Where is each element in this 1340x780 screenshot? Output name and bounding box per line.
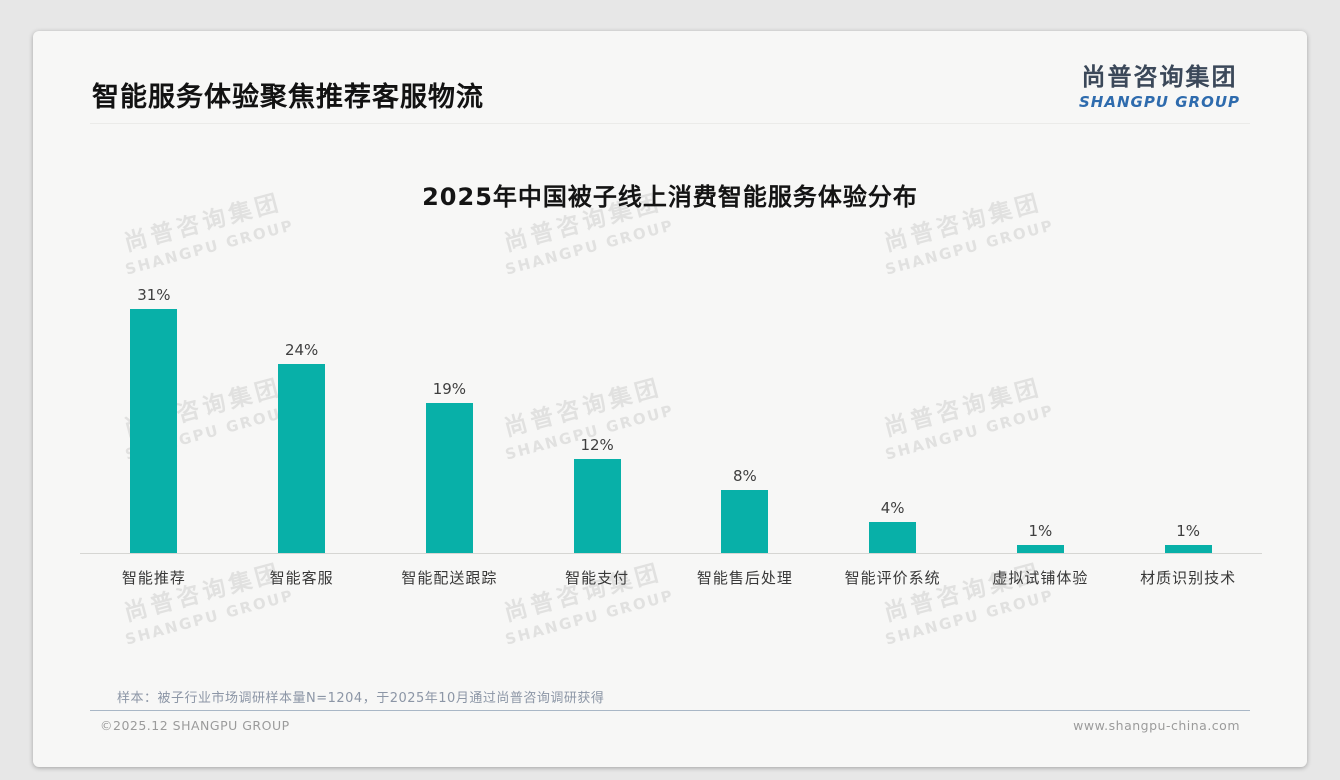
x-axis-labels: 智能推荐 智能客服 智能配送跟踪 智能支付 智能售后处理 智能评价系统 虚拟试铺体验 材质识别… (80, 567, 1262, 588)
bar (573, 459, 621, 553)
logo-en-text: SHANGPU GROUP (1078, 93, 1240, 111)
bar (721, 490, 769, 553)
bar-value-label: 24% (284, 341, 319, 359)
watermark: 尚普咨询集团 SHANGPU GROUP (881, 559, 1057, 649)
watermark: 尚普咨询集团 SHANGPU GROUP (501, 559, 677, 649)
bar-chart: 31% 24% 19% 12% 8% 4% 1% 1% (80, 253, 1262, 553)
website-url: www.shangpu-china.com (1073, 718, 1240, 733)
bar-slot: 12% (523, 253, 671, 553)
sample-footnote: 样本：被子行业市场调研样本量N=1204，于2025年10月通过尚普咨询调研获得 (117, 691, 605, 706)
x-axis-label: 智能评价系统 (844, 569, 941, 587)
bar-value-label: 1% (1028, 522, 1053, 540)
bar-slot: 1% (1114, 253, 1262, 553)
header-divider (90, 123, 1250, 124)
x-axis-label: 智能售后处理 (696, 569, 793, 587)
page-title: 智能服务体验聚焦推荐客服物流 (92, 82, 484, 113)
bar-value-label: 19% (432, 380, 467, 398)
logo-cn-text: 尚普咨询集团 (1081, 63, 1238, 91)
slide-card: 尚普咨询集团 SHANGPU GROUP 尚普咨询集团 SHANGPU GROUP 尚普… (33, 31, 1307, 767)
bar (1164, 545, 1212, 553)
x-axis-label: 虚拟试铺体验 (992, 569, 1089, 587)
bar (1016, 545, 1064, 553)
copyright-text: ©2025.12 SHANGPU GROUP (100, 718, 290, 733)
bar-value-label: 4% (880, 499, 905, 517)
company-logo: 尚普咨询集团 SHANGPU GROUP (1079, 57, 1240, 111)
x-axis-label: 智能推荐 (121, 569, 186, 587)
bar (869, 522, 917, 553)
bar (278, 364, 326, 553)
bar-slot: 1% (967, 253, 1115, 553)
x-axis-line (80, 553, 1262, 554)
x-axis-label: 材质识别技术 (1140, 569, 1237, 587)
bar-value-label: 8% (732, 467, 757, 485)
x-axis-label: 智能客服 (269, 569, 334, 587)
bar-value-label: 12% (580, 436, 614, 454)
chart-title: 2025年中国被子线上消费智能服务体验分布 (422, 183, 918, 211)
x-axis-label: 智能支付 (565, 569, 630, 587)
bar-slot: 24% (228, 253, 376, 553)
watermark: 尚普咨询集团 SHANGPU GROUP (121, 559, 297, 649)
bar-value-label: 1% (1176, 522, 1201, 540)
bar (425, 403, 473, 553)
bar-slot: 31% (80, 253, 228, 553)
bar-value-label: 31% (137, 286, 171, 304)
bar (130, 309, 178, 553)
footer-divider (90, 710, 1250, 711)
bar-slot: 4% (819, 253, 967, 553)
bar-slot: 19% (376, 253, 524, 553)
bar-slot: 8% (671, 253, 819, 553)
x-axis-label: 智能配送跟踪 (401, 569, 498, 587)
